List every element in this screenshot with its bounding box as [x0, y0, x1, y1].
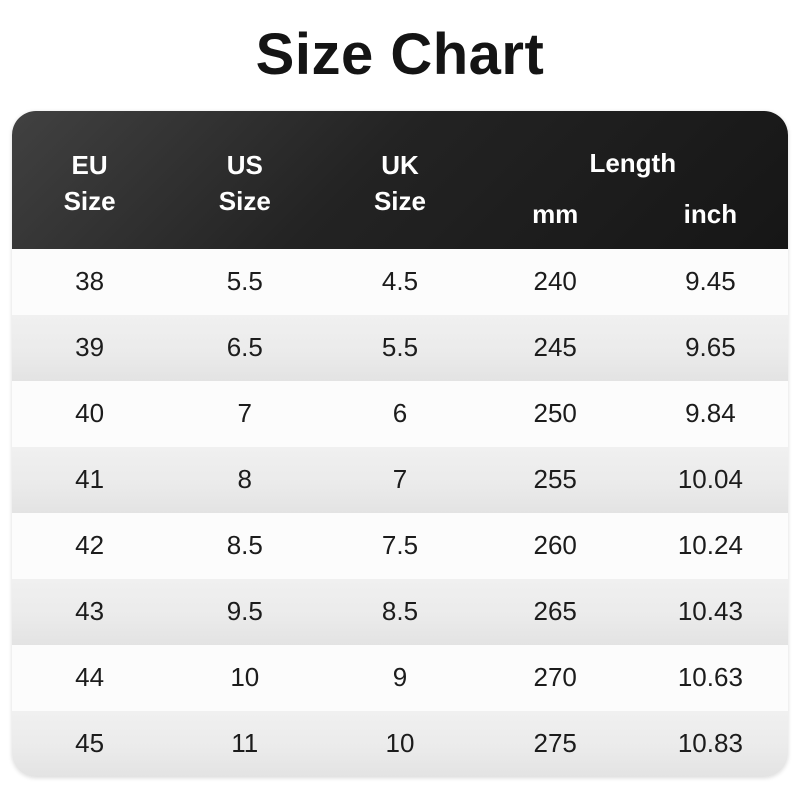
- cell-length-inch: 9.65: [685, 332, 736, 363]
- cell-us-size: 8.5: [226, 530, 263, 561]
- cell-eu-size: 42: [75, 530, 105, 561]
- cell-eu-size: 40: [75, 398, 105, 429]
- cell-eu-size: 43: [75, 596, 105, 627]
- table-row: 40 7 6 250 9.84: [12, 380, 788, 447]
- cell-length-mm: 265: [533, 596, 577, 627]
- cell-length-inch: 10.24: [677, 530, 743, 561]
- column-header-us-line2: Size: [218, 185, 271, 216]
- column-header-length: Length: [589, 147, 677, 178]
- cell-eu-size: 41: [75, 464, 105, 495]
- table-row: 38 5.5 4.5 240 9.45: [12, 248, 788, 315]
- cell-length-inch: 10.83: [677, 728, 743, 759]
- column-header-inch: inch: [683, 198, 738, 229]
- cell-us-size: 7: [237, 398, 253, 429]
- cell-us-size: 9.5: [226, 596, 263, 627]
- cell-length-mm: 245: [533, 332, 577, 363]
- column-header-mm: mm: [532, 198, 579, 229]
- column-header-uk-size: UK Size: [322, 111, 477, 249]
- column-header-eu-line2: Size: [63, 185, 116, 216]
- cell-uk-size: 7.5: [381, 530, 419, 561]
- cell-us-size: 10: [230, 662, 260, 693]
- cell-uk-size: 10: [385, 728, 415, 759]
- cell-uk-size: 9: [392, 662, 408, 693]
- cell-length-mm: 275: [533, 728, 577, 759]
- cell-length-inch: 10.63: [677, 662, 743, 693]
- cell-eu-size: 38: [75, 266, 105, 297]
- cell-uk-size: 4.5: [381, 266, 419, 297]
- cell-us-size: 11: [231, 728, 259, 759]
- cell-uk-size: 6: [392, 398, 408, 429]
- table-body: 38 5.5 4.5 240 9.45 39 6.5 5.5 245 9.65 …: [12, 248, 788, 777]
- cell-us-size: 8: [237, 464, 253, 495]
- column-header-us-line1: US: [226, 149, 263, 180]
- cell-uk-size: 7: [392, 464, 408, 495]
- cell-length-mm: 240: [533, 266, 577, 297]
- size-chart-table: EU Size US Size UK Size Length mm inch 3…: [12, 110, 788, 777]
- cell-us-size: 6.5: [226, 332, 263, 363]
- table-header: EU Size US Size UK Size Length mm inch: [12, 110, 788, 249]
- column-header-eu-line1: EU: [71, 149, 108, 180]
- cell-uk-size: 8.5: [381, 596, 419, 627]
- cell-us-size: 5.5: [226, 266, 263, 297]
- cell-length-inch: 10.04: [677, 464, 743, 495]
- column-header-eu-size: EU Size: [12, 111, 167, 249]
- table-row: 45 11 10 275 10.83: [12, 710, 788, 777]
- cell-length-mm: 250: [533, 398, 577, 429]
- table-row: 44 10 9 270 10.63: [12, 644, 788, 711]
- cell-length-inch: 9.45: [685, 266, 736, 297]
- cell-length-inch: 9.84: [685, 398, 736, 429]
- cell-eu-size: 39: [75, 332, 105, 363]
- table-row: 42 8.5 7.5 260 10.24: [12, 512, 788, 579]
- cell-eu-size: 44: [75, 662, 105, 693]
- table-row: 43 9.5 8.5 265 10.43: [12, 578, 788, 645]
- cell-length-mm: 260: [533, 530, 577, 561]
- table-row: 41 8 7 255 10.04: [12, 446, 788, 513]
- column-header-us-size: US Size: [167, 111, 322, 249]
- column-header-uk-line2: Size: [373, 185, 426, 216]
- cell-length-mm: 270: [533, 662, 577, 693]
- page-title: Size Chart: [255, 22, 545, 87]
- cell-length-inch: 10.43: [677, 596, 743, 627]
- table-row: 39 6.5 5.5 245 9.65: [12, 314, 788, 381]
- cell-uk-size: 5.5: [381, 332, 419, 363]
- cell-length-mm: 255: [533, 464, 577, 495]
- cell-eu-size: 45: [75, 728, 105, 759]
- column-header-uk-line1: UK: [381, 149, 419, 180]
